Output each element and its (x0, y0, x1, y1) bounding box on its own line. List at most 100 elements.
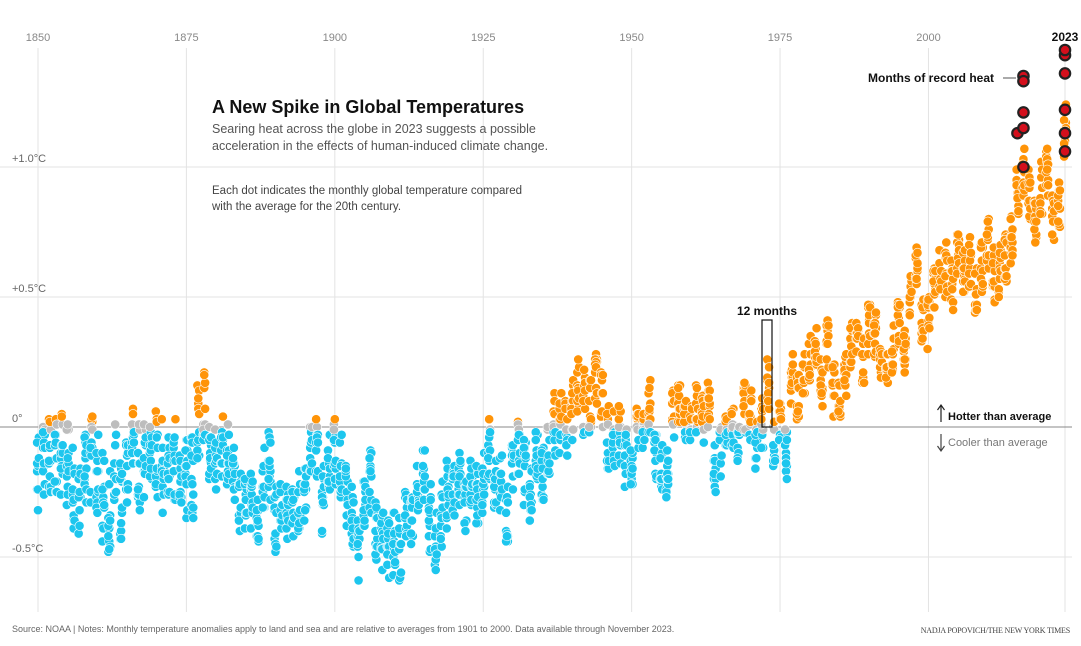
month-dot (993, 292, 1004, 302)
record-month-dot (1058, 43, 1072, 57)
month-dot (971, 305, 982, 315)
record-month-dot (1017, 121, 1030, 135)
month-dot (1025, 177, 1036, 188)
month-dot (764, 377, 774, 388)
month-dot (520, 450, 531, 461)
month-dot (1042, 143, 1053, 154)
month-dot (716, 450, 727, 461)
month-dot (74, 505, 85, 516)
month-dot (263, 474, 274, 484)
month-dot (117, 468, 127, 479)
month-dot (435, 533, 446, 544)
month-dot (431, 549, 442, 560)
month-dot (839, 375, 850, 386)
month-dot (1031, 216, 1042, 227)
month-dot (776, 414, 786, 425)
month-dot (329, 414, 340, 425)
month-dot (163, 474, 174, 484)
chart-subtitle-line2: acceleration in the effects of human-ind… (212, 139, 548, 153)
month-dot (941, 237, 952, 248)
month-dot (62, 453, 73, 464)
month-dot (673, 383, 684, 393)
month-dot (1043, 180, 1053, 191)
record-dots (1011, 43, 1072, 174)
month-dot (774, 398, 785, 409)
month-dot (170, 414, 181, 425)
month-dot (92, 466, 103, 477)
month-dot (822, 338, 833, 349)
month-dot (139, 492, 149, 503)
month-dot (104, 544, 115, 555)
record-month-dot (1058, 126, 1072, 140)
month-dot (105, 515, 116, 526)
month-dot (947, 284, 958, 295)
month-dot (406, 528, 416, 539)
month-dot (756, 442, 767, 453)
month-dot (858, 367, 869, 378)
x-tick-label: 1875 (174, 32, 198, 44)
month-dot (329, 424, 339, 435)
month-dot (418, 461, 428, 471)
month-dot (1013, 206, 1024, 217)
month-dot (234, 515, 244, 526)
month-dot (644, 383, 655, 393)
month-dot (299, 515, 310, 526)
month-dot (300, 505, 311, 516)
chart-note-line1: Each dot indicates the monthly global te… (212, 185, 522, 197)
month-dot (407, 515, 417, 526)
month-dot (780, 424, 790, 435)
month-dot (823, 320, 834, 331)
month-dot (1055, 185, 1065, 196)
month-dot (187, 479, 198, 490)
month-dot (746, 396, 757, 406)
month-dot (116, 533, 127, 544)
monthly-dots (32, 99, 1071, 586)
month-dot (497, 450, 507, 461)
month-dot (781, 435, 792, 445)
month-dot (200, 403, 211, 414)
month-dot (663, 474, 674, 484)
month-dot (156, 414, 167, 425)
month-dot (739, 377, 750, 388)
month-dot (573, 354, 584, 365)
month-dot (111, 487, 121, 497)
month-dot (122, 497, 132, 508)
month-dot (353, 575, 364, 586)
month-dot (199, 370, 210, 380)
month-dot (562, 450, 573, 461)
month-dot (353, 552, 364, 562)
month-dot (62, 419, 73, 430)
month-dot (441, 523, 452, 534)
month-dot (192, 453, 203, 464)
month-dot (1042, 164, 1053, 175)
month-dot (751, 453, 762, 464)
month-dot (317, 526, 327, 536)
month-dot (663, 455, 674, 466)
x-tick-label: 1900 (323, 32, 347, 44)
month-dot (484, 414, 495, 425)
month-dot (110, 440, 121, 451)
month-dot (288, 494, 299, 505)
month-dot (430, 565, 441, 575)
chart-title: A New Spike in Global Temperatures (212, 97, 524, 117)
month-dot (530, 435, 541, 445)
month-dot (67, 442, 78, 453)
month-dot (698, 437, 709, 448)
month-dot (313, 437, 323, 448)
month-dot (977, 279, 988, 289)
month-dot (181, 461, 192, 471)
month-dot (193, 393, 204, 404)
month-dot (900, 338, 911, 349)
month-dot (378, 507, 389, 518)
month-dot (99, 455, 110, 466)
month-dot (454, 471, 465, 482)
record-month-dot (1017, 160, 1030, 174)
month-dot (644, 403, 655, 414)
month-dot (763, 396, 774, 406)
month-dot (584, 422, 595, 432)
month-dot (218, 411, 228, 422)
x-tick-label: 2023 (1052, 30, 1079, 44)
month-dot (787, 359, 798, 370)
cooler-arrow-icon (937, 434, 945, 453)
